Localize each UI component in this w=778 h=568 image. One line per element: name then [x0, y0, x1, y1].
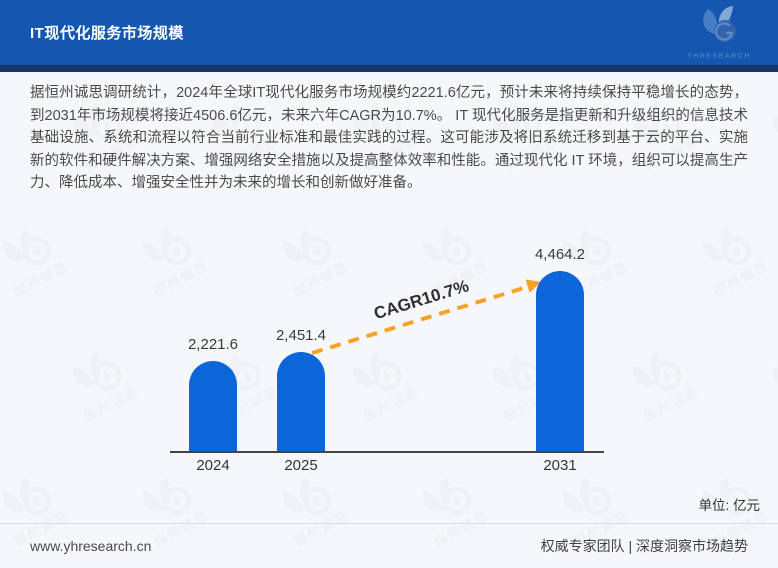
footer: www.yhresearch.cn 权威专家团队 | 深度洞察市场趋势 — [0, 523, 778, 568]
x-tick-label: 2031 — [543, 457, 577, 474]
x-axis-line — [170, 451, 604, 453]
bar-2025 — [277, 352, 325, 451]
bar-2024 — [189, 361, 237, 451]
cagr-annotation: CAGR10.7% — [372, 276, 472, 323]
x-tick-label: 2024 — [196, 457, 230, 474]
yhresearch-logo: YHRESEARCH — [684, 4, 754, 62]
page-title: IT现代化服务市场规模 — [30, 25, 184, 42]
unit-label: 单位: 亿元 — [698, 498, 760, 513]
header-accent-strip — [0, 65, 778, 72]
header: IT现代化服务市场规模 YHRESEARCH — [0, 0, 778, 65]
bar-value-label: 2,221.6 — [187, 336, 239, 353]
website-link[interactable]: www.yhresearch.cn — [30, 538, 152, 554]
x-tick-label: 2025 — [284, 457, 318, 474]
bar-2031 — [536, 271, 584, 451]
market-size-chart: CAGR10.7% 2,221.6 2024 2,451.4 2025 4,464.2 2… — [0, 205, 778, 475]
footer-tagline: 权威专家团队 | 深度洞察市场趋势 — [540, 538, 748, 554]
cagr-arrowhead-icon — [525, 279, 541, 293]
cagr-trend-arrow: CAGR10.7% — [311, 276, 541, 355]
bar-value-label: 4,464.2 — [534, 246, 586, 263]
yhresearch-logo-text: YHRESEARCH — [687, 53, 751, 60]
intro-paragraph: 据恒州诚思调研统计，2024年全球IT现代化服务市场规模约2221.6亿元，预计… — [30, 85, 748, 191]
yhresearch-logo-icon — [703, 6, 736, 42]
bar-value-label: 2,451.4 — [275, 327, 327, 344]
